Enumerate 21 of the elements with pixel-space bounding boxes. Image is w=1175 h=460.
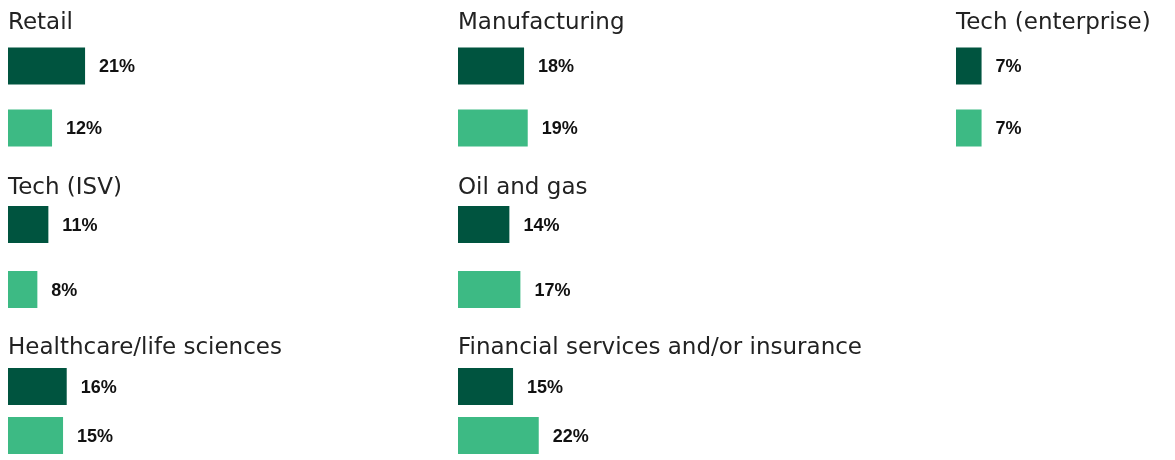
data-label: 12% bbox=[66, 118, 103, 138]
text: Tech (enterprise) bbox=[955, 7, 1151, 34]
chart-title: Tech (ISV) bbox=[7, 172, 122, 199]
text: Financial services and/or insurance bbox=[458, 332, 863, 359]
chart-title: Manufacturing bbox=[458, 7, 625, 34]
text: Healthcare/life sciences bbox=[8, 332, 282, 359]
chart-title: Retail bbox=[8, 7, 73, 34]
data-label: 15% bbox=[527, 376, 564, 397]
data-label: 15% bbox=[77, 425, 114, 446]
data-label: 22% bbox=[552, 425, 589, 446]
data-label: 7% bbox=[995, 118, 1022, 138]
data-label: 17% bbox=[534, 279, 571, 300]
data-label: 19% bbox=[541, 118, 578, 138]
data-label: 7% bbox=[995, 56, 1022, 76]
data-label: 18% bbox=[538, 56, 575, 76]
data-label: 11% bbox=[62, 214, 98, 235]
data-label: 14% bbox=[523, 214, 560, 235]
data-label: 16% bbox=[80, 376, 117, 397]
chart-title: Oil and gas bbox=[458, 172, 588, 199]
data-label: 21% bbox=[99, 56, 136, 76]
data-label: 8% bbox=[51, 279, 78, 300]
